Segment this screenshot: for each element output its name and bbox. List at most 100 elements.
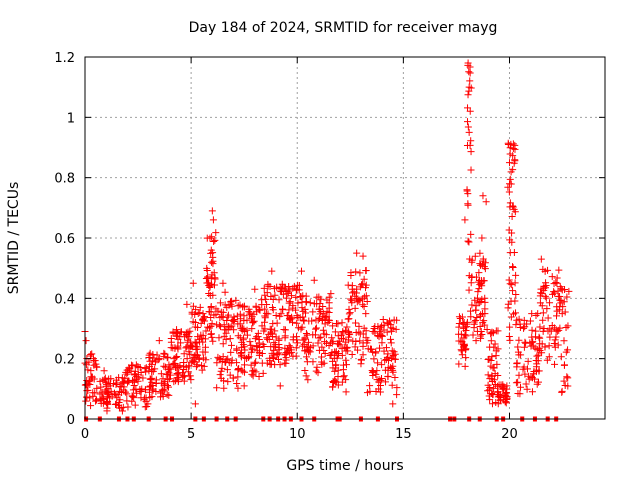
data-point [342, 388, 350, 396]
data-point [268, 267, 276, 275]
data-point [506, 236, 514, 244]
data-point [207, 246, 215, 254]
data-point [101, 388, 109, 396]
data-point [467, 313, 475, 321]
data-point [334, 381, 342, 389]
data-point [542, 279, 550, 287]
data-point [492, 399, 500, 407]
y-tick-label: 0.2 [54, 353, 75, 368]
data-point [309, 331, 317, 339]
x-tick-label: 15 [395, 427, 412, 442]
data-point [475, 269, 483, 277]
data-point [345, 329, 353, 337]
data-point [286, 286, 294, 294]
data-point [206, 282, 214, 290]
data-point [145, 354, 153, 362]
data-point [122, 368, 130, 376]
data-point [200, 362, 208, 370]
data-point [302, 298, 310, 306]
data-point [249, 372, 257, 380]
data-point [182, 363, 190, 371]
data-point [457, 337, 465, 345]
data-point [209, 257, 217, 265]
data-point [378, 361, 386, 369]
data-point [372, 387, 380, 395]
data-point [378, 332, 386, 340]
data-point [320, 330, 328, 338]
data-point [219, 340, 227, 348]
data-point [331, 367, 339, 375]
data-point [112, 376, 120, 384]
data-point [244, 354, 252, 362]
data-point [332, 361, 340, 369]
data-point [273, 319, 281, 327]
data-point [233, 380, 241, 388]
data-point [229, 374, 237, 382]
data-point [241, 328, 249, 336]
data-point [555, 266, 563, 274]
data-point [332, 320, 340, 328]
data-point [517, 351, 525, 359]
data-point [129, 362, 137, 370]
data-point [165, 361, 173, 369]
data-point [224, 313, 232, 321]
data-point [247, 348, 255, 356]
data-point [376, 344, 384, 352]
data-point [162, 370, 170, 378]
data-point [507, 168, 515, 176]
data-point [345, 310, 353, 318]
data-point [323, 296, 331, 304]
data-point [331, 377, 339, 385]
data-point [390, 316, 398, 324]
data-point [461, 216, 469, 224]
data-point [382, 378, 390, 386]
data-point [342, 376, 350, 384]
data-point [249, 319, 257, 327]
chart-title: Day 184 of 2024, SRMTID for receiver may… [189, 20, 498, 36]
data-point [292, 344, 300, 352]
data-point [457, 330, 465, 338]
data-point [360, 324, 368, 332]
data-point [294, 299, 302, 307]
data-point [504, 140, 512, 148]
data-point [560, 361, 568, 369]
data-point [233, 359, 241, 367]
data-point [323, 313, 331, 321]
data-point [317, 295, 325, 303]
data-point [237, 366, 245, 374]
data-point [352, 319, 360, 327]
data-point [387, 335, 395, 343]
data-point [347, 295, 355, 303]
data-point [543, 305, 551, 313]
data-point [121, 388, 129, 396]
data-point [317, 333, 325, 341]
data-point [270, 285, 278, 293]
data-point [120, 379, 128, 387]
data-point [497, 381, 505, 389]
data-point [484, 381, 492, 389]
data-point [149, 351, 157, 359]
data-point [227, 341, 235, 349]
data-point [293, 333, 301, 341]
data-point [388, 381, 396, 389]
data-point [130, 371, 138, 379]
data-point [234, 373, 242, 381]
data-point [481, 298, 489, 306]
data-point [186, 350, 194, 358]
data-point [316, 300, 324, 308]
data-point [118, 407, 126, 415]
data-point [462, 354, 470, 362]
data-point [264, 280, 272, 288]
data-point [509, 140, 517, 148]
data-point [236, 320, 244, 328]
data-point [356, 283, 364, 291]
data-point [514, 378, 522, 386]
data-point [84, 366, 92, 374]
data-point [174, 345, 182, 353]
data-point [205, 308, 213, 316]
data-point [189, 279, 197, 287]
data-point [261, 318, 269, 326]
data-point [378, 339, 386, 347]
data-point [258, 322, 266, 330]
data-point [560, 377, 568, 385]
